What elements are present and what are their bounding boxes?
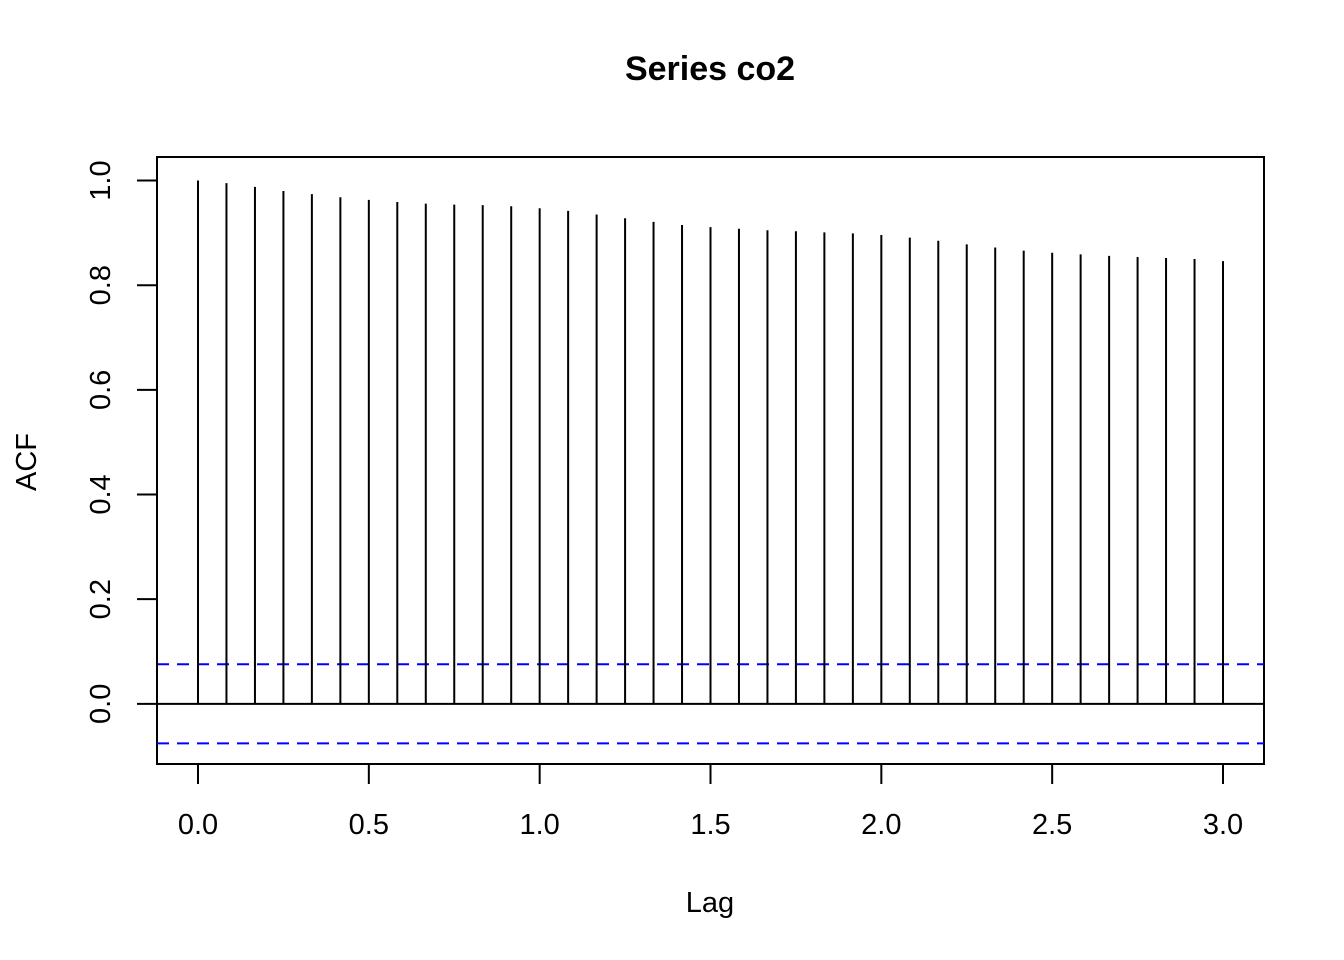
y-tick-label: 0.2: [85, 579, 117, 619]
y-axis: 0.0 0.2 0.4 0.6 0.8 1.0: [85, 160, 158, 724]
x-tick-label: 1.0: [520, 809, 560, 841]
y-tick-label: 0.6: [85, 370, 117, 410]
y-tick-label: 0.0: [85, 684, 117, 724]
x-tick-label: 3.0: [1203, 809, 1243, 841]
x-axis: 0.0 0.5 1.0 1.5 2.0 2.5 3.0: [178, 763, 1243, 841]
x-axis-label: Lag: [686, 887, 734, 919]
y-tick-label: 0.4: [85, 474, 117, 514]
chart-marks: [157, 180, 1264, 745]
y-axis-label: ACF: [11, 433, 43, 491]
chart-title: Series co2: [625, 50, 795, 88]
x-tick-label: 1.5: [690, 809, 730, 841]
y-tick-label: 0.8: [85, 265, 117, 305]
x-tick-label: 2.0: [861, 809, 901, 841]
x-tick-label: 2.5: [1032, 809, 1072, 841]
x-tick-label: 0.5: [349, 809, 389, 841]
x-tick-label: 0.0: [178, 809, 218, 841]
y-tick-label: 1.0: [85, 160, 117, 200]
